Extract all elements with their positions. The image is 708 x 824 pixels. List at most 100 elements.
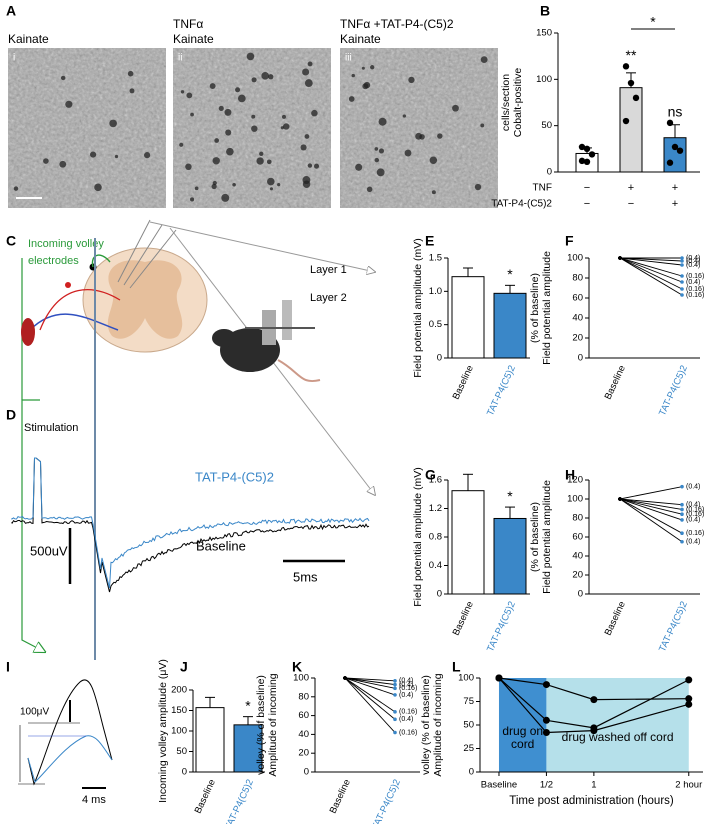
- y-tick-label: 200: [171, 685, 187, 696]
- bar: [451, 490, 485, 595]
- stained-cell: [355, 163, 363, 171]
- data-point: [627, 79, 635, 87]
- condition-mark: −: [628, 198, 634, 210]
- stained-cell: [267, 177, 275, 186]
- stained-cell: [129, 88, 135, 94]
- data-point: [622, 63, 630, 70]
- series-line: [344, 677, 396, 720]
- stained-cell: [60, 75, 66, 81]
- voltage-scale-label: 500uV: [30, 543, 68, 558]
- significance-label: *: [650, 14, 656, 30]
- electrode-label: Incoming volley: [28, 238, 104, 250]
- stained-cell: [404, 149, 412, 157]
- stained-cell: [437, 133, 443, 139]
- bar: [493, 292, 527, 359]
- stained-cell: [370, 65, 375, 70]
- condition-mark: +: [672, 182, 678, 194]
- y-tick-label: 0: [469, 767, 474, 778]
- series-line: [619, 257, 683, 277]
- x-tick-label: TAT-P4(C5)2: [223, 778, 256, 824]
- y-tick-label: 1.6: [429, 475, 442, 486]
- y-axis-label: Incoming volley amplitude (μV): [157, 659, 169, 803]
- y-tick-label: 0.5: [429, 319, 442, 330]
- panel-label: G: [425, 467, 436, 483]
- condition-mark: +: [672, 198, 678, 210]
- data-point: [680, 256, 684, 260]
- stained-cell: [300, 144, 307, 151]
- stained-cell: [277, 183, 281, 187]
- stained-cell: [186, 92, 193, 99]
- volley-trace: [27, 735, 113, 783]
- data-point: [680, 531, 684, 535]
- stained-cell: [89, 151, 97, 158]
- y-axis-label: Cobalt-positive: [512, 68, 524, 138]
- series-label: (0.4): [399, 716, 413, 723]
- layer-1-arrow: [149, 221, 375, 272]
- y-axis-label: Field potential amplitude: [541, 251, 553, 365]
- stained-cell: [480, 56, 488, 64]
- significance-label: ns: [668, 104, 683, 120]
- panel-label: A: [6, 3, 16, 19]
- stained-cell: [261, 72, 269, 80]
- spinal-cord-diagram: [21, 219, 375, 652]
- series-label: (0.16): [686, 292, 704, 299]
- x-tick-label: Baseline: [193, 778, 218, 816]
- stained-cell: [13, 186, 19, 191]
- bar: [493, 517, 527, 595]
- time-scale-label: 4 ms: [82, 794, 106, 806]
- x-tick-label: Baseline: [603, 600, 628, 638]
- panel-label: C: [6, 233, 16, 249]
- stained-cell: [43, 158, 49, 164]
- panel-label: J: [180, 659, 188, 675]
- stained-cell: [94, 183, 102, 192]
- stained-cell: [109, 119, 117, 128]
- stained-cell: [214, 138, 220, 143]
- data-point: [393, 686, 397, 691]
- series-label: (0.16): [686, 273, 704, 280]
- stained-cell: [302, 68, 310, 76]
- series-label: (0.16): [399, 709, 417, 716]
- y-axis-label: cells/section: [500, 74, 512, 131]
- y-axis-label: Field potential amplitude: [541, 480, 553, 594]
- stained-cell: [269, 187, 273, 191]
- stained-cell: [351, 73, 355, 78]
- y-tick-label: 100: [171, 726, 187, 737]
- y-axis-label: Field potential amplitude (mV): [412, 467, 424, 606]
- stained-cell: [304, 79, 313, 88]
- series-line: [619, 257, 683, 296]
- stained-cell: [362, 83, 369, 90]
- grey-matter: [107, 260, 183, 339]
- y-tick-label: 1.5: [429, 253, 442, 264]
- data-point: [680, 263, 684, 267]
- stained-cell: [307, 61, 313, 67]
- stained-cell: [419, 134, 425, 140]
- y-tick-label: 40: [298, 729, 309, 740]
- data-point: [685, 695, 693, 703]
- afferent-fiber: [29, 313, 119, 331]
- data-point: [680, 280, 684, 284]
- micrograph-label: TNFα: [173, 17, 203, 31]
- micrograph-numeral: i: [13, 53, 15, 64]
- stained-cell: [374, 147, 379, 151]
- x-tick-label: TAT-P4(C5)2: [485, 600, 518, 654]
- y-tick-label: 50: [541, 120, 552, 131]
- stained-cell: [180, 90, 185, 94]
- series-line: [498, 677, 689, 734]
- stained-cell: [280, 126, 284, 130]
- series-line: [619, 257, 683, 290]
- series-line: [619, 498, 683, 510]
- stained-cell: [212, 180, 217, 186]
- stained-cell: [190, 112, 194, 117]
- y-tick-label: 120: [567, 475, 583, 486]
- series-line: [619, 498, 683, 534]
- stained-cell: [259, 151, 264, 156]
- series-label: (0.16): [399, 729, 417, 736]
- stained-cell: [221, 193, 230, 202]
- layer-label: Layer 2: [310, 292, 347, 304]
- series-line: [344, 677, 396, 689]
- data-point: [578, 143, 586, 151]
- y-tick-label: 0: [304, 767, 309, 778]
- stained-cell: [209, 83, 216, 89]
- panel-label: I: [6, 659, 10, 675]
